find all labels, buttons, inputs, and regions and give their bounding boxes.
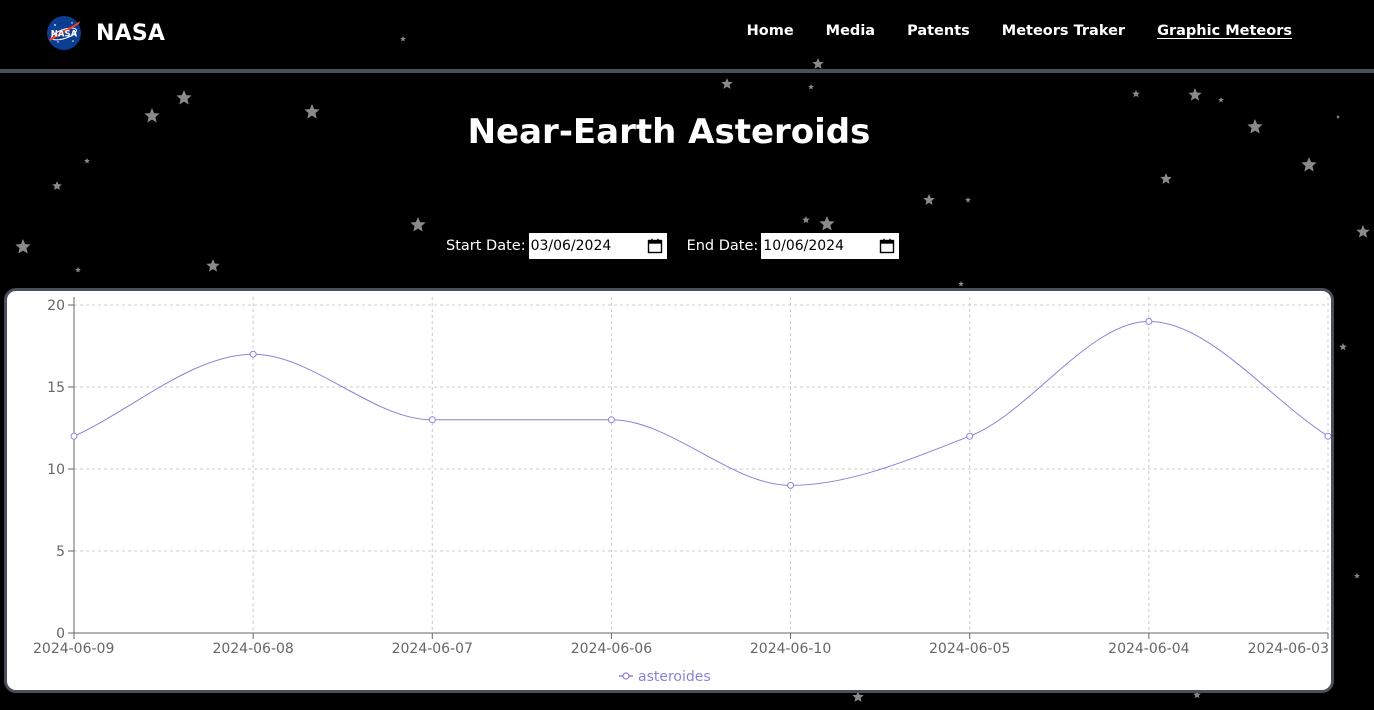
y-tick-label: 5 [56, 544, 65, 560]
legend-label: asteroides [638, 669, 711, 685]
end-date-value: 10/06/2024 [763, 238, 844, 254]
x-tick-label: 2024-06-09 [33, 641, 114, 657]
data-point[interactable] [787, 481, 795, 489]
star-icon [819, 216, 835, 231]
nav-links: Home Media Patents Meteors Traker Graphi… [747, 23, 1292, 39]
y-tick-label: 0 [56, 626, 65, 642]
star-icon [1218, 97, 1224, 103]
asteroids-line-chart: 0 5 10 15 20 2024-06-09 2024-06-08 2024-06-07 20… [33, 297, 1331, 685]
data-point[interactable] [70, 432, 78, 440]
page-title: Near-Earth Asteroids [467, 112, 871, 152]
x-tick-label: 2024-06-03 [1248, 641, 1329, 657]
star-icon [1132, 90, 1140, 98]
end-date-label: End Date: [686, 238, 759, 254]
start-date-input[interactable]: 03/06/2024 [528, 233, 667, 259]
data-point[interactable] [966, 432, 974, 440]
x-tick-label: 2024-06-07 [392, 641, 473, 657]
y-tick-label: 15 [47, 380, 65, 396]
star-icon [1356, 225, 1370, 238]
brand-name: NASA [96, 20, 166, 46]
star-icon [1339, 343, 1347, 351]
x-tick-label: 2024-06-05 [929, 641, 1010, 657]
nav-link-graphic-meteors[interactable]: Graphic Meteors [1157, 23, 1292, 39]
star-icon [808, 84, 814, 90]
star-icon [206, 259, 220, 272]
star-icon [1301, 157, 1317, 172]
star-icon [1354, 573, 1360, 579]
star-icon [958, 281, 964, 287]
svg-text:NASA: NASA [51, 30, 78, 40]
star-icon [802, 216, 810, 224]
chart-card: 0 5 10 15 20 2024-06-09 2024-06-08 2024-06-07 20… [4, 288, 1334, 693]
date-range-controls: Start Date: 03/06/2024 End Date: 10/06/2… [446, 233, 900, 259]
data-point[interactable] [607, 416, 615, 424]
navbar: NASA NASA Home Media Patents Meteors Tra… [0, 0, 1374, 73]
nasa-meatball-logo-icon: NASA [47, 16, 81, 50]
data-point[interactable] [1324, 432, 1331, 440]
x-tick-label: 2024-06-10 [750, 641, 831, 657]
nav-link-media[interactable]: Media [825, 23, 876, 39]
y-tick-label: 10 [47, 462, 65, 478]
calendar-icon[interactable] [647, 238, 663, 254]
start-date-label: Start Date: [446, 238, 526, 254]
star-icon [15, 239, 31, 254]
star-icon [923, 194, 935, 205]
nav-link-meteors-traker[interactable]: Meteors Traker [1001, 23, 1126, 39]
series-line-asteroides [73, 320, 1329, 486]
star-icon [84, 158, 90, 164]
data-point[interactable] [1145, 317, 1153, 325]
x-tick-label: 2024-06-08 [212, 641, 293, 657]
star-icon [410, 217, 426, 232]
data-point[interactable] [249, 350, 257, 358]
star-icon [1160, 173, 1172, 184]
star-icon [75, 267, 81, 273]
legend-swatch-dot [622, 672, 630, 680]
star-icon [965, 197, 971, 203]
data-point[interactable] [428, 416, 436, 424]
star-icon [176, 90, 192, 105]
nav-link-patents[interactable]: Patents [907, 23, 970, 39]
star-icon [1188, 88, 1202, 101]
star-icon [52, 181, 62, 191]
start-date-value: 03/06/2024 [530, 238, 612, 254]
nav-link-home[interactable]: Home [746, 23, 794, 39]
brand[interactable]: NASA NASA [46, 14, 165, 52]
legend[interactable]: asteroides [619, 669, 711, 685]
y-tick-label: 20 [47, 298, 65, 314]
star-icon [721, 78, 733, 89]
x-tick-label: 2024-06-04 [1108, 641, 1189, 657]
calendar-icon[interactable] [879, 238, 895, 254]
x-tick-label: 2024-06-06 [571, 641, 652, 657]
end-date-input[interactable]: 10/06/2024 [761, 233, 900, 259]
